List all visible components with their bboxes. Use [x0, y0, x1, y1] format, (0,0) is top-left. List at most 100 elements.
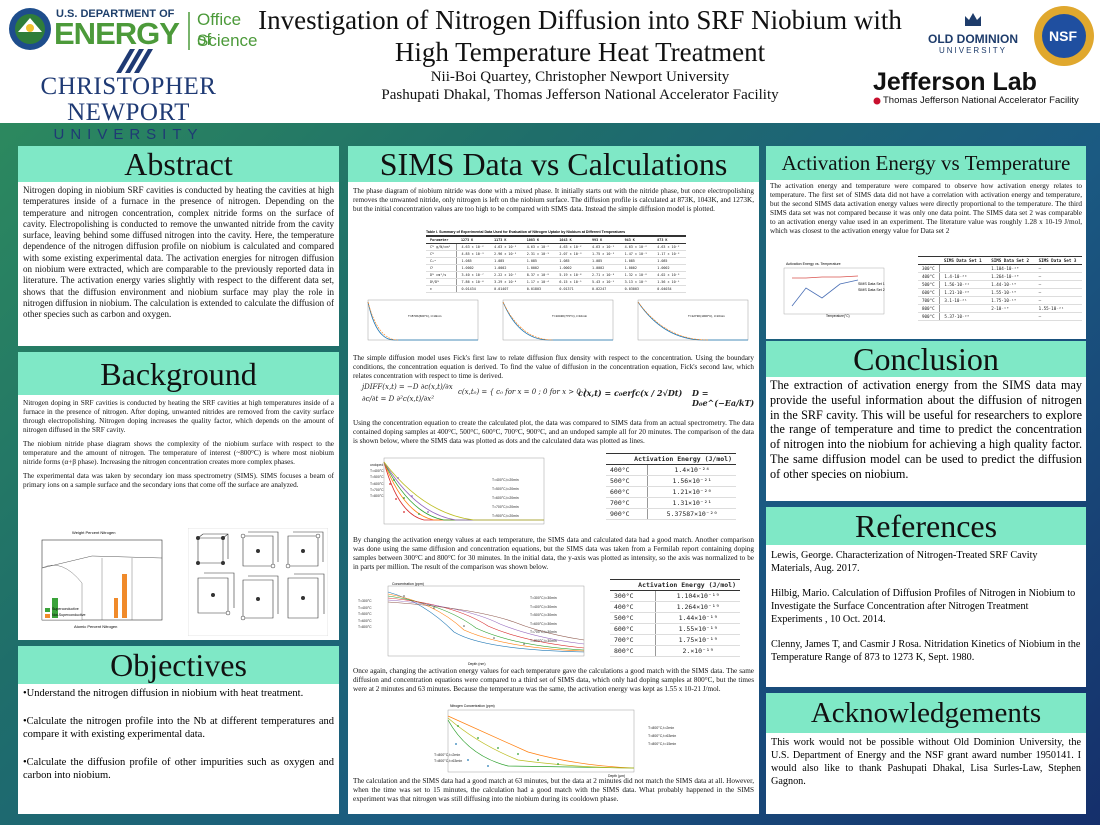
- table-i-figure: Table I. Summary of Experimental Data Us…: [426, 230, 686, 293]
- energy-cell: 1.44×10⁻¹⁹: [655, 612, 740, 624]
- table-row: 300°C 1.104×10⁻¹⁹: [610, 590, 740, 602]
- table-row: 500°C 1.56×10⁻²¹: [606, 475, 736, 487]
- conclusion-text: The extraction of activation energy from…: [770, 378, 1082, 481]
- reference-item: Lewis, George. Characterization of Nitro…: [771, 550, 1038, 574]
- table-cell: 1.104·10⁻¹⁹: [987, 264, 1035, 273]
- fig3-title: Concentration (ppm): [392, 582, 424, 586]
- acknowledgements-panel: Acknowledgements This work would not be …: [766, 693, 1086, 814]
- table-cell: [939, 264, 988, 273]
- odu-logo: OLD DOMINION UNIVERSITY: [918, 10, 1028, 60]
- legend-entry: T=700°C,t=20min: [492, 505, 519, 509]
- legend-entry: T=700°C,t=30min: [530, 630, 557, 634]
- table-cell: 0.01371: [555, 285, 589, 293]
- table-cell: 0.01434: [456, 285, 491, 293]
- table-cell: 2.96 × 10⁻³: [490, 250, 523, 258]
- table-cell: 500°C: [918, 280, 941, 289]
- table-cell: 1.17 × 10⁻³: [653, 250, 686, 258]
- legend-entry: T=800°C,t=63min: [434, 759, 463, 763]
- table-row: 800°C 2·10⁻¹⁹ 1.55·10⁻²¹: [918, 304, 1082, 313]
- activation-text: The activation energy and temperature we…: [770, 182, 1082, 235]
- sims-comparison-plot-1: [383, 457, 545, 525]
- table-row: 600°C 1.55×10⁻¹⁹: [610, 623, 740, 635]
- table-row: 400°C 1.4·10⁻²⁴ 1.264·10⁻¹⁹ –: [918, 272, 1082, 281]
- nsf-globe-icon: [1034, 6, 1094, 66]
- sims-comparison-plot-3: [447, 709, 635, 773]
- legend-entry: SIMS Data Set 1: [858, 282, 885, 286]
- cnu-name: CHRISTOPHER NEWPORT: [40, 73, 217, 126]
- sims-paragraph-6: The calculation and the SIMS data had a …: [353, 777, 754, 803]
- table-row: C₀ᵅ 1.085 1.085 1.085 1.085 1.085 1.085 1.085: [426, 257, 686, 265]
- legend-superconductive: Superconductive: [52, 607, 79, 611]
- doe-main-text: ENERGY: [54, 16, 180, 51]
- table-cell: 1.085: [653, 257, 686, 265]
- phase-diagram-graphic: [41, 539, 163, 621]
- table-cell: 1.0002: [456, 264, 491, 272]
- background-paragraph: The experimental data was taken by secon…: [23, 472, 334, 489]
- energy-cell: 5.37587×10⁻²⁰: [647, 508, 736, 520]
- table-header-cell: [918, 256, 940, 265]
- cnu-university: UNIVERSITY: [53, 126, 204, 143]
- poster-header: U.S. DEPARTMENT OF ENERGY Office of Scie…: [0, 0, 1100, 143]
- legend-entry: T=800°C: [358, 625, 372, 629]
- table-cell: 300°C: [918, 264, 941, 273]
- table-cell: 2.07 × 10⁻³: [555, 250, 589, 258]
- jlab-subtitle: Thomas Jefferson National Accelerator Fa…: [883, 95, 1079, 106]
- table-cell: 2.71 × 10⁻⁸: [588, 271, 621, 279]
- table-cell: 1.44·10⁻¹⁹: [987, 280, 1035, 289]
- table-row: 700°C 3.1·10⁻²¹ 1.75·10⁻¹⁹ –: [918, 296, 1082, 305]
- legend-entry: T=800°C,t=15min: [648, 742, 677, 746]
- doe-seal-icon: [9, 8, 190, 50]
- objective-item: •Calculate the nitrogen profile into the…: [23, 715, 334, 741]
- table-cell: 1.55·10⁻²¹: [1034, 304, 1082, 313]
- table-cell: 1.085: [555, 257, 589, 265]
- objective-item: •Understand the nitrogen diffusion in ni…: [23, 688, 304, 699]
- table-row: Cᴺ 4.85 × 10⁻³ 2.96 × 10⁻³ 2.31 × 10⁻³ 2.07 …: [426, 250, 686, 258]
- table-cell: 0.01803: [522, 285, 556, 293]
- table-cell: 6.15 × 10⁻⁵: [555, 278, 589, 286]
- table-cell: 1.55·10⁻¹⁹: [987, 288, 1035, 297]
- table-cell: 1.0002: [588, 264, 621, 272]
- poster-title-line1: Investigation of Nitrogen Diffusion into…: [258, 5, 902, 35]
- temperature-cell: 500°C: [606, 475, 649, 487]
- legend-entry: T=300°C,t=30min: [530, 596, 557, 600]
- activation-plot-legend: SIMS Data Set 1 SIMS Data Set 2: [858, 281, 885, 293]
- legend-not-superconductive: Not-Superconductive: [52, 613, 86, 617]
- legend-entry: T=400°C: [370, 469, 384, 474]
- legend-entry: T=800°C,t=2min: [434, 753, 461, 757]
- fig4-legend-left: T=800°C,t=2min T=800°C,t=63min: [434, 752, 462, 764]
- activation-energy-plot: [783, 267, 885, 315]
- table-cell: 900°C: [918, 312, 941, 321]
- activation-heading: Activation Energy vs Temperature: [766, 146, 1086, 180]
- fig3-legend-left: T=300°C T=400°C T=500°C T=600°C T=800°C: [358, 598, 372, 631]
- fig2-legend-left: undoped T=400°C T=500°C T=600°C T=700°C …: [370, 462, 384, 499]
- table-header-cell: 1273 K: [456, 236, 491, 244]
- table-cell: 1.264·10⁻¹⁹: [987, 272, 1035, 281]
- table-cell: 3.13 × 10⁻⁵: [620, 278, 654, 286]
- table-header-cell: 993 K: [588, 236, 621, 244]
- nsf-text: NSF: [1049, 28, 1077, 44]
- background-paragraph: Nitrogen doping in SRF cavities is condu…: [23, 399, 334, 434]
- sims-paragraph-2: The simple diffusion model uses Fick's f…: [353, 354, 754, 380]
- table-cell: 800°C: [918, 304, 941, 313]
- activation-energy-table-2: Activation Energy (J/mol) 300°C 1.104×10⁻…: [610, 579, 740, 657]
- table-row: 400°C 1.264×10⁻¹⁹: [610, 601, 740, 613]
- doe-top-text: U.S. DEPARTMENT OF: [56, 8, 175, 20]
- legend-entry: undoped: [370, 463, 384, 467]
- table-cell: –: [1034, 312, 1082, 321]
- sims-comparison-plot-2: [387, 585, 585, 657]
- diffusion-plot-2: [502, 299, 614, 341]
- table-cell: 5.19 × 10⁻⁸: [555, 271, 589, 279]
- plot-3-legend: T=1273K(1000°C), t=10min: [688, 314, 725, 318]
- legend-entry: T=300°C: [358, 599, 372, 603]
- activation-plot-xlabel: Temperature(°C): [826, 314, 850, 318]
- table-cell: –: [1034, 272, 1082, 281]
- sims-heading: SIMS Data vs Calculations: [348, 146, 759, 182]
- references-heading: References: [766, 507, 1086, 545]
- doe-science-text: Science: [197, 31, 258, 50]
- table-cell: 1.085: [588, 257, 621, 265]
- table-cell: 1.56 × 10⁻⁵: [653, 278, 686, 286]
- legend-entry: T=800°C: [370, 494, 384, 499]
- energy-cell: 2.×10⁻¹⁹: [655, 645, 740, 657]
- fig3-legend-right: T=300°C,t=30min T=400°C,t=30min T=500°C,…: [530, 594, 557, 645]
- energy-cell: 1.104×10⁻¹⁹: [655, 590, 740, 602]
